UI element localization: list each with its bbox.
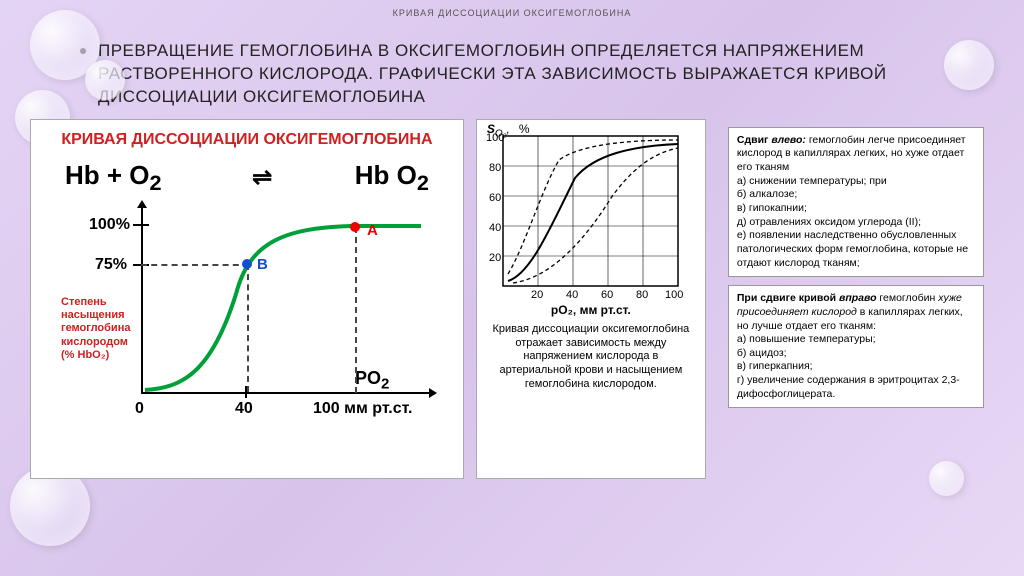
right-text-panel: Сдвиг влево: гемоглобин легче присоединя… [718,119,994,479]
svg-text:100: 100 [665,289,683,301]
intro-text: ПРЕВРАЩЕНИЕ ГЕМОГЛОБИНА В ОКСИГЕМОГЛОБИН… [98,40,974,109]
svg-text:40: 40 [489,222,501,234]
left-chart-panel: КРИВАЯ ДИССОЦИАЦИИ ОКСИГЕМОГЛОБИНА Hb + … [30,119,464,479]
mid-x-label: pO₂, мм рт.ст. [483,303,699,317]
point-b [242,259,252,269]
mid-y-label: SO₂, [487,122,510,139]
reaction-formula: Hb + O2 ⇌ Hb O2 [65,160,429,196]
mid-caption: Кривая диссоциации оксигемоглобина отраж… [483,317,699,392]
list-item: б) ацидоз; [737,347,975,361]
y-axis-label: Степень насыщения гемоглобина кислородом… [61,296,139,362]
mid-pct: % [519,122,530,136]
svg-text:20: 20 [531,289,543,301]
mid-chart-panel: SO₂, % 100 80 60 40 20 [476,119,706,479]
list-item: а) повышение температуры; [737,333,975,347]
svg-text:60: 60 [601,289,613,301]
list-item: е) появлении наследственно обусловленных… [737,229,975,270]
mid-chart-svg: 100 80 60 40 20 20 40 60 80 100 [483,126,699,301]
list-item: д) отравлениях оксидом углерода (II); [737,216,975,230]
svg-text:80: 80 [489,162,501,174]
shift-right-block: При сдвиге кривой вправо гемоглобин хуже… [728,285,984,408]
list-item: в) гипокапнии; [737,202,975,216]
svg-text:60: 60 [489,192,501,204]
point-a-label: A [367,222,378,239]
saturation-curve [141,204,431,404]
list-item: б) алкалозе; [737,188,975,202]
point-a [350,222,360,232]
list-item: г) увеличение содержания в эритроцитах 2… [737,374,975,401]
shift-left-block: Сдвиг влево: гемоглобин легче присоединя… [728,127,984,277]
svg-text:40: 40 [566,289,578,301]
list-item: в) гиперкапния; [737,360,975,374]
left-chart-title: КРИВАЯ ДИССОЦИАЦИИ ОКСИГЕМОГЛОБИНА [45,130,449,150]
shift-left-list: а) снижении температуры; приб) алкалозе;… [737,175,975,270]
svg-text:20: 20 [489,252,501,264]
shift-right-list: а) повышение температуры;б) ацидоз;в) ги… [737,333,975,401]
list-item: а) снижении температуры; при [737,175,975,189]
intro-block: ПРЕВРАЩЕНИЕ ГЕМОГЛОБИНА В ОКСИГЕМОГЛОБИН… [0,18,1024,115]
dissociation-chart: 100% 75% 0 40 100 мм рт.ст. PO2 A B Степ… [65,204,445,424]
equilibrium-arrows: ⇌ [252,172,264,184]
point-b-label: B [257,256,268,273]
slide-header: КРИВАЯ ДИССОЦИАЦИИ ОКСИГЕМОГЛОБИНА [0,0,1024,18]
svg-text:80: 80 [636,289,648,301]
